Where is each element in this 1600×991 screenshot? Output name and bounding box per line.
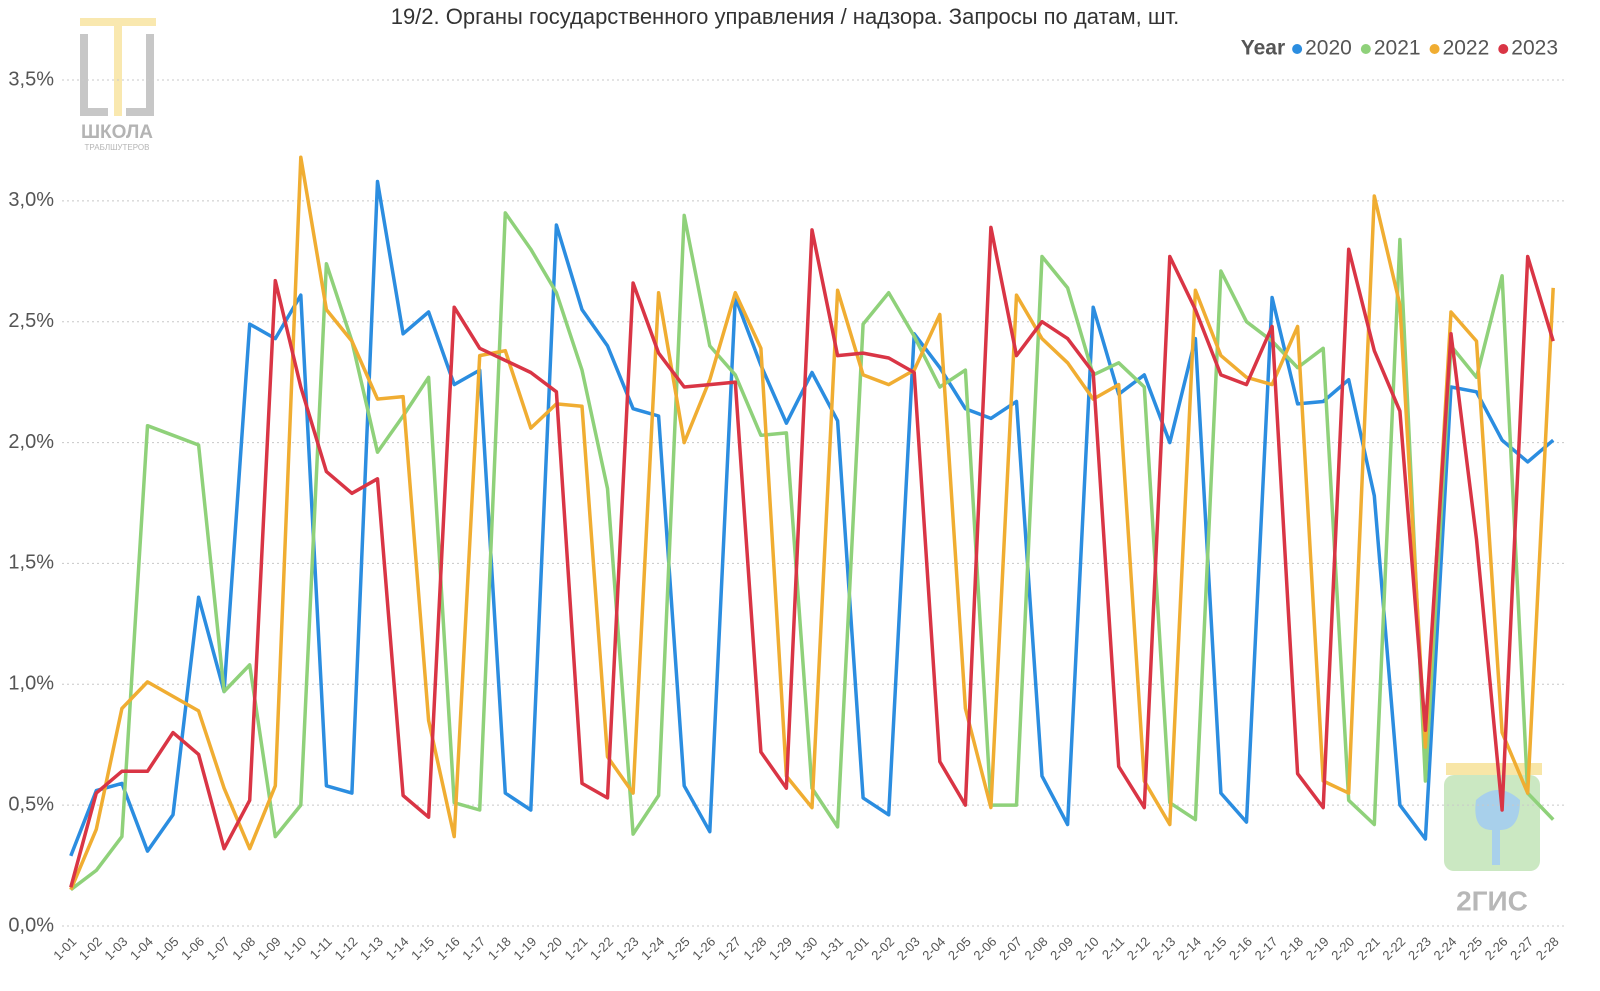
x-tick-label: 2-10 xyxy=(1073,934,1102,963)
x-tick-label: 2-18 xyxy=(1277,934,1306,963)
x-tick-label: 2-21 xyxy=(1354,934,1383,963)
x-tick-label: 2-03 xyxy=(894,934,923,963)
x-tick-label: 1-23 xyxy=(613,934,642,963)
x-tick-label: 1-14 xyxy=(383,934,412,963)
x-tick-label: 1-05 xyxy=(153,934,182,963)
x-tick-label: 2-05 xyxy=(945,934,974,963)
y-tick-label: 3,0% xyxy=(8,189,54,211)
x-tick-label: 1-01 xyxy=(50,934,79,963)
legend-marker xyxy=(1429,44,1440,54)
x-tick-label: 2-16 xyxy=(1226,934,1255,963)
x-tick-label: 1-11 xyxy=(307,934,335,962)
x-tick-label: 1-16 xyxy=(434,934,463,963)
chart-title: 19/2. Органы государственного управления… xyxy=(391,4,1180,29)
x-tick-label: 2-13 xyxy=(1149,934,1178,963)
series-line xyxy=(69,179,1555,857)
x-tick-label: 1-17 xyxy=(459,934,488,963)
x-tick-label: 2-24 xyxy=(1431,934,1460,963)
x-tick-label: 1-15 xyxy=(408,934,437,963)
x-tick-label: 1-04 xyxy=(127,934,156,963)
x-tick-label: 1-18 xyxy=(485,934,514,963)
y-tick-label: 3,5% xyxy=(8,68,54,90)
legend-label: 2022 xyxy=(1443,37,1490,60)
x-tick-label: 1-21 xyxy=(562,934,591,963)
x-tick-label: 1-12 xyxy=(331,934,360,963)
watermark-text: ТРАБЛШУТЕРОВ xyxy=(85,143,150,152)
x-tick-label: 1-10 xyxy=(280,934,309,963)
x-tick-label: 1-31 xyxy=(817,934,846,963)
x-tick-label: 2-07 xyxy=(996,934,1025,963)
x-tick-label: 2-17 xyxy=(1252,934,1281,963)
legend: 2023 2022 2021 2020 Year xyxy=(1241,37,1558,60)
x-tick-label: 1-29 xyxy=(766,934,795,963)
x-tick-label: 2-12 xyxy=(1124,934,1153,963)
x-tick-label: 2-02 xyxy=(868,934,897,963)
legend-marker xyxy=(1360,44,1371,54)
x-tick-label: 1-02 xyxy=(76,934,105,963)
x-tick-label: 1-20 xyxy=(536,934,565,963)
y-tick-label: 2,5% xyxy=(8,310,54,332)
y-tick-label: 0,0% xyxy=(8,914,54,936)
x-tick-label: 2-27 xyxy=(1507,934,1536,963)
y-tick-label: 0,5% xyxy=(8,793,54,815)
school-logo: ШКОЛА ТРАБЛШУТЕРОВ xyxy=(80,18,156,152)
x-tick-label: 2-09 xyxy=(1047,934,1076,963)
x-tick-label: 1-13 xyxy=(357,934,386,963)
legend-label: 2020 xyxy=(1305,37,1352,60)
x-tick-label: 1-24 xyxy=(638,934,667,963)
x-tick-label: 2-25 xyxy=(1456,934,1485,963)
legend-marker xyxy=(1498,44,1509,54)
watermark-text: ШКОЛА xyxy=(81,122,153,143)
x-tick-label: 2-15 xyxy=(1200,934,1229,963)
x-tick-label: 2-22 xyxy=(1379,934,1408,963)
x-tick-label: 2-04 xyxy=(919,934,948,963)
y-tick-label: 1,0% xyxy=(8,673,54,695)
x-tick-label: 1-07 xyxy=(204,934,233,963)
watermark-text: 2ГИС xyxy=(1456,885,1528,916)
legend-marker xyxy=(1292,44,1303,54)
series-line xyxy=(69,225,1555,888)
x-tick-label: 1-22 xyxy=(587,934,616,963)
x-tick-label: 2-08 xyxy=(1022,934,1051,963)
x-tick-label: 2-20 xyxy=(1328,934,1357,963)
x-tick-label: 1-19 xyxy=(510,934,539,963)
x-tick-label: 2-19 xyxy=(1303,934,1332,963)
x-tick-label: 1-25 xyxy=(664,934,693,963)
x-tick-label: 1-03 xyxy=(101,934,130,963)
x-tick-label: 1-08 xyxy=(229,934,258,963)
x-tick-label: 1-27 xyxy=(715,934,744,963)
x-tick-label: 1-30 xyxy=(792,934,821,963)
x-tick-label: 2-01 xyxy=(843,934,872,963)
x-tick-label: 2-14 xyxy=(1175,934,1204,963)
x-tick-label: 1-26 xyxy=(689,934,718,963)
brand-logo: 2ГИС xyxy=(1444,763,1542,916)
x-tick-label: 2-23 xyxy=(1405,934,1434,963)
x-tick-label: 1-06 xyxy=(178,934,207,963)
series-line xyxy=(69,155,1555,891)
x-tick-label: 2-11 xyxy=(1099,934,1127,962)
x-tick-label: 2-26 xyxy=(1482,934,1511,963)
x-tick-label: 1-28 xyxy=(740,934,769,963)
legend-label: 2021 xyxy=(1374,37,1421,60)
x-tick-label: 2-06 xyxy=(970,934,999,963)
y-tick-label: 1,5% xyxy=(8,552,54,574)
legend-title: Year xyxy=(1241,37,1285,60)
x-tick-label: 1-09 xyxy=(255,934,284,963)
x-tick-label: 2-28 xyxy=(1533,934,1562,963)
y-tick-label: 2,0% xyxy=(8,431,54,453)
legend-label: 2023 xyxy=(1511,37,1558,60)
